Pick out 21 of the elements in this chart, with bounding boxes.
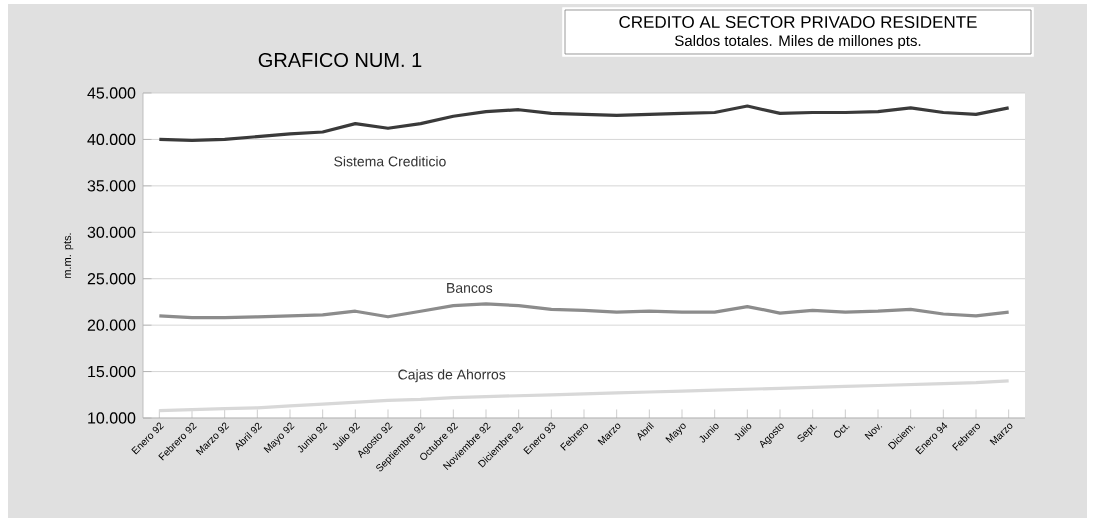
y-tick-label: 30.000 xyxy=(87,226,136,238)
text: GRAFICO NUM. 1 xyxy=(258,52,422,68)
y-tick-label: 40.000 xyxy=(87,133,136,146)
x-tick-label: Nov. xyxy=(864,423,883,440)
series-label: Cajas de Ahorros xyxy=(398,369,506,383)
y-tick-label: 25.000 xyxy=(87,273,136,285)
y-tick-label: 45.000 xyxy=(87,87,136,99)
chart-title: CREDITO AL SECTOR PRIVADO RESIDENTE xyxy=(619,15,977,29)
y-tick-label: 15.000 xyxy=(88,365,136,378)
series-label: Sistema Crediticio xyxy=(334,156,446,167)
series-label: Bancos xyxy=(447,283,493,293)
x-tick-label: Julio 92 xyxy=(332,422,361,451)
line-series xyxy=(157,302,1011,320)
y-axis-title: m.m. pts. xyxy=(63,233,74,278)
y-tick-label: 20.000 xyxy=(87,319,136,331)
x-tick-label: Julio xyxy=(734,423,752,441)
x-tick-label: Oct. xyxy=(834,424,850,438)
y-tick-label: 35.000 xyxy=(87,180,136,192)
line-series xyxy=(157,104,1011,142)
chart-subtitle: Saldos totales. Miles de millones pts. xyxy=(675,35,921,49)
y-tick-label: 10.000 xyxy=(88,412,136,424)
